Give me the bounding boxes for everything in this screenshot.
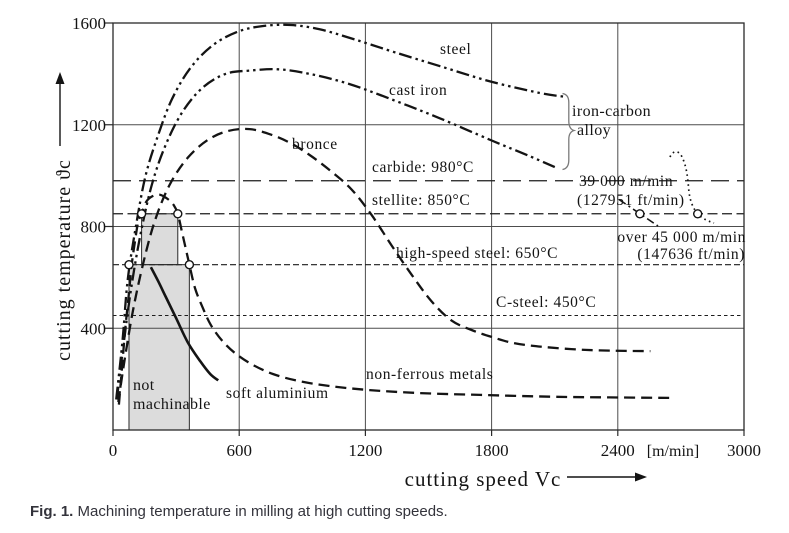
data-point-marker (124, 260, 134, 270)
x-tick-label: 2400 (601, 441, 635, 460)
y-tick-label: 400 (81, 319, 107, 338)
not-machinable-step (141, 213, 178, 265)
x-tick-label: 1800 (475, 441, 509, 460)
y-tick-label: 1200 (72, 116, 106, 135)
y-tick-label: 800 (81, 218, 107, 237)
data-point-marker (173, 209, 183, 219)
chart-text-labels: steel cast iron bronce non-ferrous metal… (53, 41, 746, 491)
caption-text: Machining temperature in milling at high… (77, 503, 448, 520)
speed-marker-45000-label: over 45 000 m/min (617, 229, 746, 246)
curve-soft-aluminium (149, 266, 220, 382)
data-point-marker (136, 209, 147, 219)
not-machinable-region-fill (128, 213, 190, 430)
curve-bronce (117, 127, 651, 403)
limit-label-carbide: carbide: 980°C (372, 159, 474, 176)
tick-labels: 0 600 1200 1800 2400 3000 400 800 1200 1600 (72, 14, 761, 460)
x-tick-label: 1200 (348, 441, 382, 460)
limit-label-hss: high-speed steel: 650°C (396, 245, 558, 262)
limit-label-stellite: stellite: 850°C (372, 192, 470, 209)
point-markers (124, 150, 715, 270)
x-tick-label: 600 (226, 441, 252, 460)
bracket-label-line2: alloy (577, 122, 611, 139)
x-tick-label: 0 (109, 441, 118, 460)
curve-non-ferrous-metals (117, 193, 673, 405)
x-tick-label: 3000 (727, 441, 761, 460)
region-label-line2: machinable (133, 396, 211, 413)
speed-marker-45000-tail (669, 150, 715, 224)
gridlines (104, 22, 745, 436)
y-tick-label: 1600 (72, 14, 106, 33)
curve-label-steel: steel (440, 41, 471, 58)
plot-frame (112, 22, 745, 431)
x-axis-arrow-icon (567, 472, 647, 482)
data-point-marker (635, 209, 645, 219)
figure-caption: Fig. 1. Machining temperature in milling… (30, 503, 770, 520)
speed-marker-39000-sublabel: (127951 ft/min) (577, 192, 685, 209)
data-curves (115, 23, 673, 405)
data-point-marker (184, 260, 195, 270)
y-axis-arrow-icon (55, 72, 65, 146)
x-axis-unit: [m/min] (647, 443, 699, 460)
curve-label-non-ferrous: non-ferrous metals (366, 366, 493, 383)
caption-prefix: Fig. 1. (30, 503, 74, 520)
curve-cast-iron (115, 68, 558, 400)
y-axis-title: cutting temperature ϑc (53, 159, 75, 361)
plot-border (112, 22, 745, 431)
curve-label-soft-aluminium: soft aluminium (226, 385, 329, 402)
limit-label-c-steel: C-steel: 450°C (496, 294, 596, 311)
speed-marker-39000-label: 39 000 m/min (579, 173, 673, 190)
not-machinable-step (128, 264, 190, 430)
speed-marker-45000-sublabel: (147636 ft/min) (637, 246, 745, 263)
bracket-label-line1: iron-carbon (572, 103, 651, 120)
region-label-line1: not (133, 377, 155, 394)
iron-carbon-alloy-bracket (562, 92, 577, 171)
curve-label-bronce: bronce (292, 136, 338, 153)
curve-steel (115, 23, 566, 400)
x-axis-title: cutting speed Vc (405, 467, 562, 491)
not-machinable-step-outline (141, 213, 179, 266)
data-point-marker (693, 209, 703, 219)
curve-label-cast-iron: cast iron (389, 82, 447, 99)
